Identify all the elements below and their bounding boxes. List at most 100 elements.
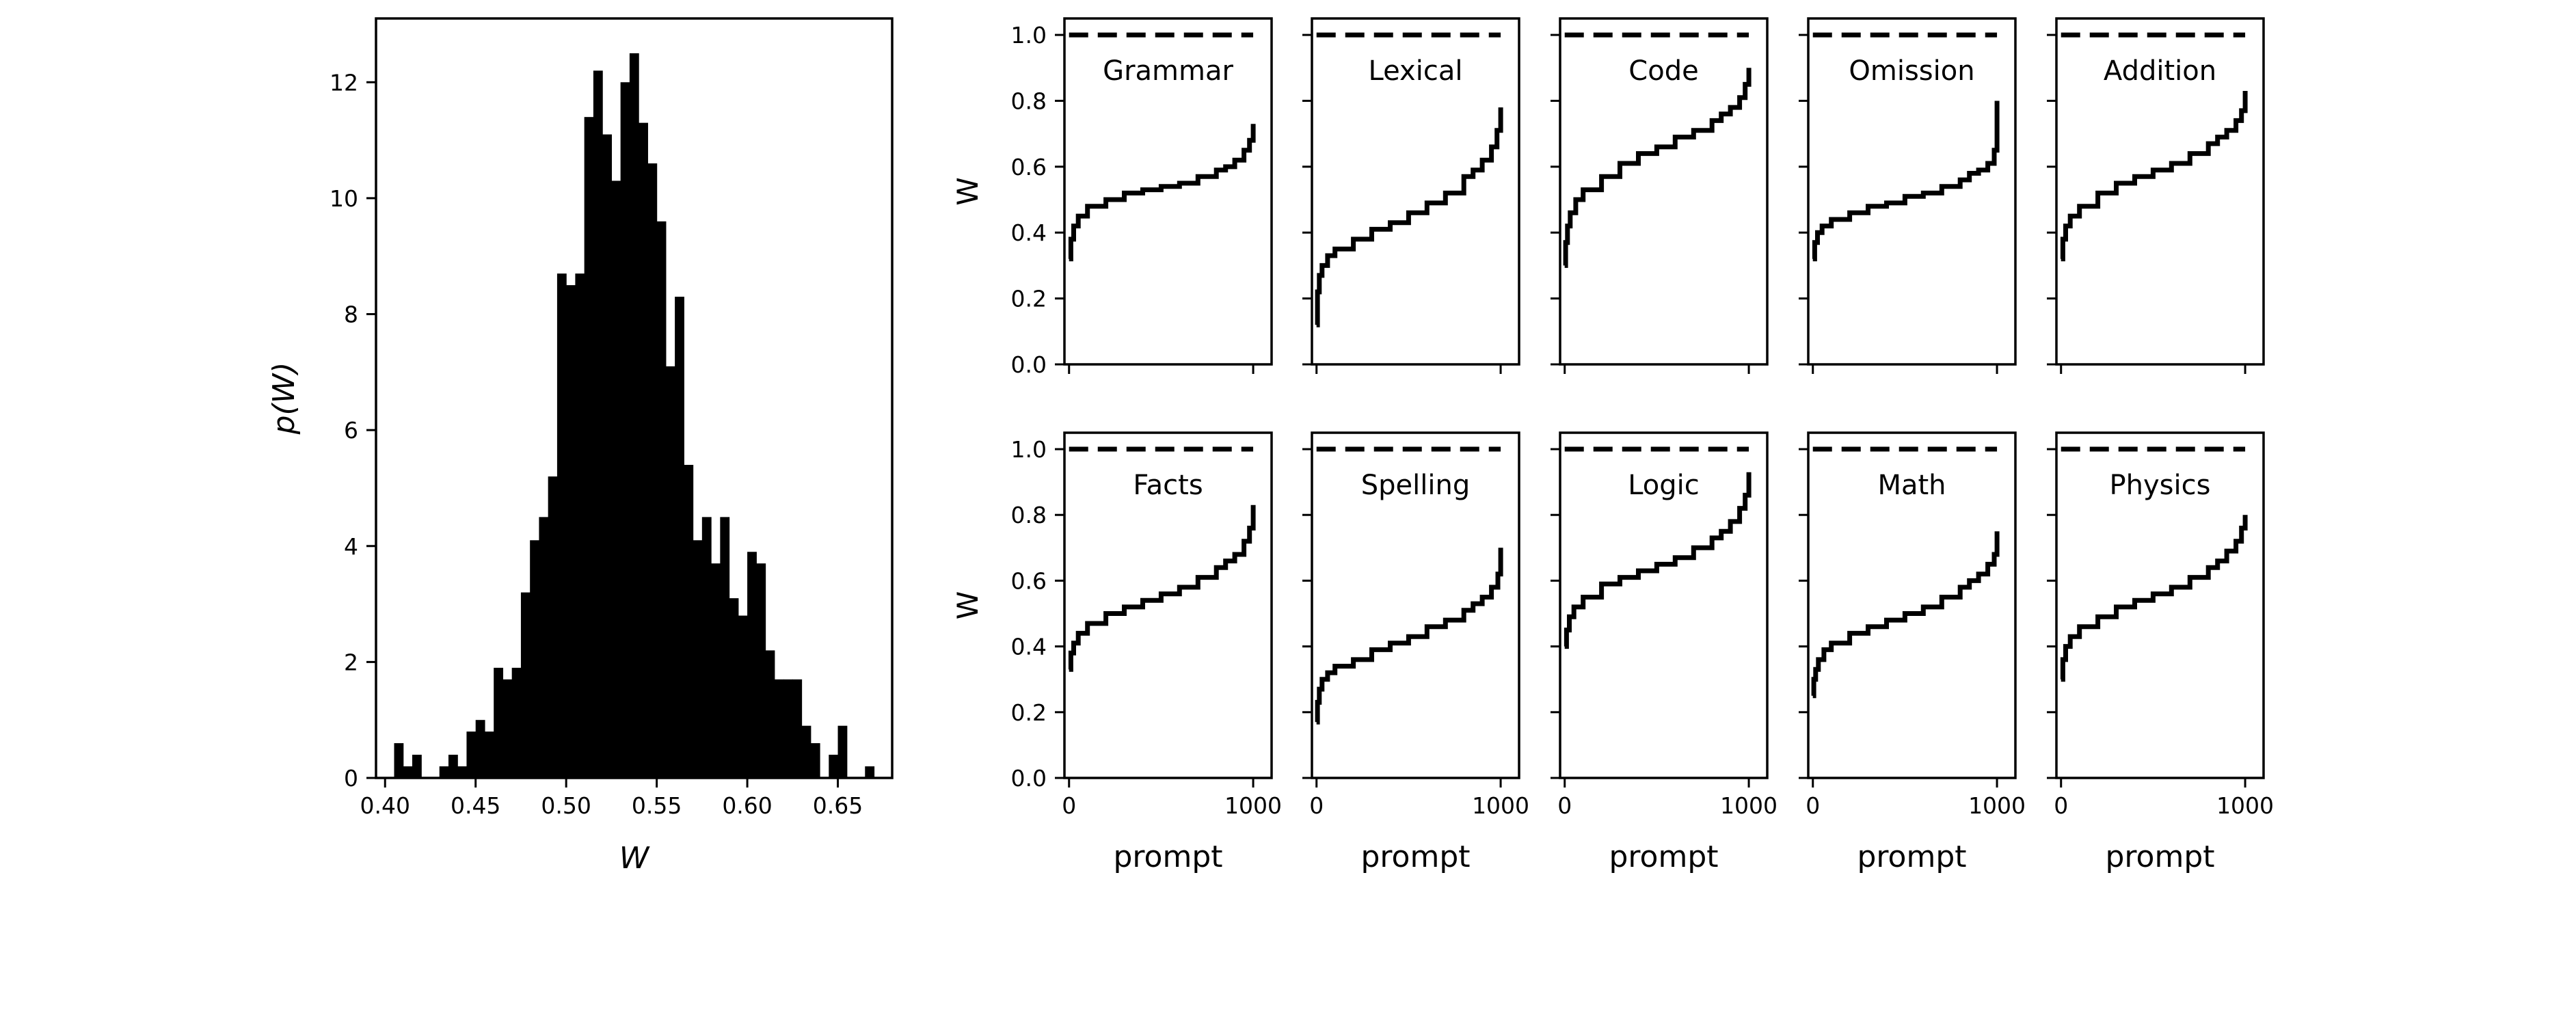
panel-frame [2055, 17, 2265, 366]
panel-x-tick-label: 0 [1557, 792, 1572, 819]
histogram-bar [457, 766, 468, 778]
panel-title: Physics [2110, 470, 2211, 501]
histogram-x-tick-label: 0.50 [541, 792, 591, 819]
panel-y-axis-label: W [951, 591, 984, 620]
histogram-bar [484, 731, 494, 778]
sorted-w-curve [1315, 548, 1503, 725]
panel-y-tick-label: 0.6 [1011, 567, 1047, 594]
histogram-bar [675, 297, 684, 778]
panel-y-tick-label: 0.2 [1011, 699, 1047, 726]
panel-title: Grammar [1103, 55, 1233, 87]
panel-x-axis-label: prompt [2105, 839, 2214, 874]
panel-title: Omission [1849, 55, 1974, 87]
histogram-x-axis-label: W [619, 841, 650, 876]
panel-y-tick-label: 0.0 [1011, 765, 1047, 792]
panel-title: Addition [2104, 55, 2216, 87]
histogram-bar [530, 540, 540, 778]
panel-y-tick-label: 0.0 [1011, 351, 1047, 378]
panel-frame [1063, 431, 1273, 779]
histogram-x-tick-label: 0.40 [360, 792, 410, 819]
histogram-y-tick-label: 10 [330, 185, 358, 212]
histogram-y-axis-label: p(W) [267, 362, 301, 435]
panel-grid: Grammar 0.0 0.2 0.4 0.6 0.8 1.0 W Lexical Code Omi… [951, 17, 2274, 874]
histogram-bar [548, 476, 558, 778]
histogram-bar [783, 679, 793, 778]
histogram-bar [738, 615, 748, 778]
histogram-bar [829, 755, 839, 778]
sorted-w-curve [1812, 100, 2000, 262]
histogram-bar [611, 180, 621, 778]
histogram-y-tick-label: 0 [344, 765, 358, 792]
sorted-w-curve [1315, 107, 1503, 327]
histogram-bar [801, 725, 811, 778]
panel-lexical: Lexical [1302, 17, 1520, 374]
histogram-bar [837, 725, 848, 778]
histogram-bar [765, 650, 775, 778]
histogram-bar [556, 273, 567, 779]
histogram-bar [466, 731, 477, 778]
sorted-w-curve [1564, 472, 1752, 649]
histogram-bar [494, 667, 504, 778]
histogram-bar [693, 540, 703, 778]
sorted-w-curve [1068, 504, 1256, 672]
panel-title: Code [1628, 55, 1698, 87]
panel-x-tick-label: 0 [2054, 792, 2068, 819]
panel-y-tick-label: 0.2 [1011, 286, 1047, 312]
panel-x-tick-label: 1000 [2216, 792, 2274, 819]
panel-y-tick-label: 0.4 [1011, 634, 1047, 660]
histogram-bar [448, 755, 458, 778]
histogram-bar [511, 667, 522, 778]
sorted-w-curve [2060, 91, 2248, 262]
histogram-bar [729, 598, 739, 778]
panel-frame [1559, 431, 1769, 779]
panel-frame [1311, 17, 1520, 366]
panel-title: Logic [1628, 470, 1700, 501]
panel-y-tick-label: 0.6 [1011, 154, 1047, 180]
panel-x-tick-label: 0 [1309, 792, 1324, 819]
histogram-bar [539, 517, 549, 778]
histogram-x-tick-label: 0.65 [813, 792, 863, 819]
histogram-bar [629, 53, 639, 778]
panel-y-tick-label: 0.8 [1011, 502, 1047, 528]
histogram-x-tick-label: 0.55 [632, 792, 682, 819]
panel-y-tick-label: 0.4 [1011, 219, 1047, 246]
histogram-bar [575, 273, 585, 779]
histogram-bar [520, 592, 531, 778]
panel-omission: Omission [1799, 17, 2017, 374]
histogram-bar [792, 679, 803, 778]
histogram-bar [720, 517, 730, 778]
panel-title: Math [1877, 470, 1946, 501]
histogram-bar [566, 285, 576, 778]
panel-x-tick-label: 0 [1062, 792, 1076, 819]
histogram-bar [475, 720, 485, 778]
panel-x-tick-label: 0 [1806, 792, 1820, 819]
histogram-bar [774, 679, 784, 778]
histogram-bar [593, 70, 603, 778]
panel-frame [1063, 17, 1273, 366]
histogram-frame [375, 17, 894, 779]
histogram-bar [865, 766, 875, 778]
histogram-bar [656, 221, 667, 779]
histogram-y-tick-label: 2 [344, 649, 358, 675]
panel-x-axis-label: prompt [1609, 839, 1718, 874]
histogram-y-tick-label: 4 [344, 533, 358, 560]
sorted-w-curve [1811, 531, 2000, 699]
panel-x-axis-label: prompt [1113, 839, 1222, 874]
histogram-bar [412, 755, 422, 778]
panel-y-tick-label: 1.0 [1011, 22, 1047, 49]
panel-code: Code [1551, 17, 1769, 374]
histogram-bar [810, 743, 820, 778]
panel-title: Spelling [1361, 470, 1470, 501]
histogram-bar [684, 465, 694, 778]
panel-y-axis-label: W [951, 177, 984, 206]
histogram-x-tick-label: 0.60 [722, 792, 772, 819]
histogram-bar [747, 552, 757, 778]
histogram-bar [403, 766, 413, 778]
